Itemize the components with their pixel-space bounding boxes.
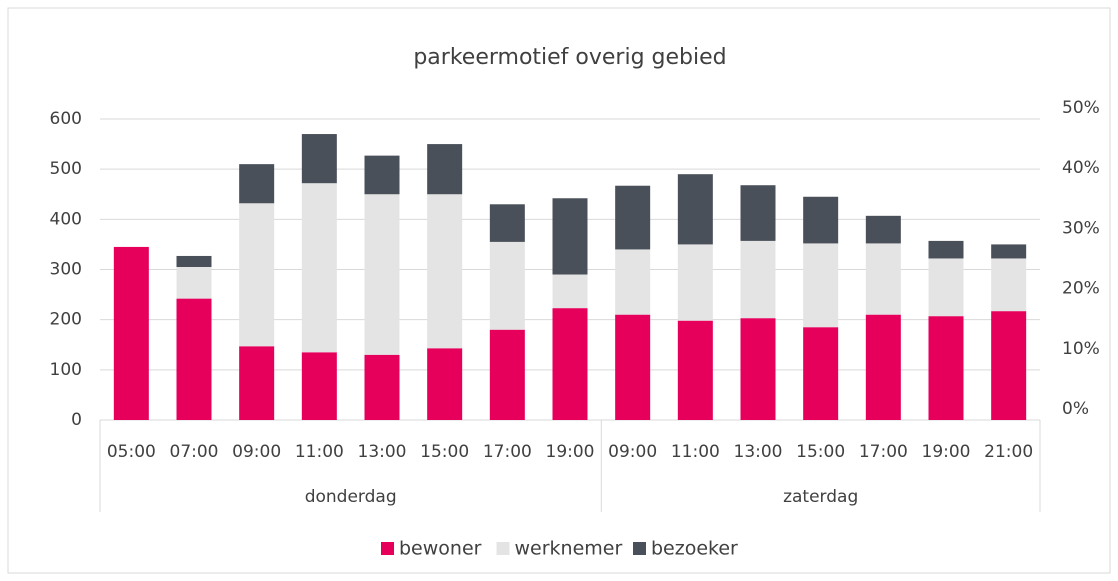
bar-segment: [301, 183, 337, 353]
bar-segment: [427, 194, 463, 349]
y2-tick-label: 10%: [1062, 339, 1100, 359]
y-tick-label: 500: [50, 159, 82, 179]
bar-segment: [301, 352, 337, 420]
bar-segment: [615, 314, 651, 420]
bar-segment: [991, 311, 1027, 420]
x-tick-label: 11:00: [671, 442, 720, 462]
group-label: zaterdag: [783, 487, 858, 507]
bar-segment: [364, 194, 400, 355]
bar-segment: [176, 255, 212, 267]
group-label: donderdag: [305, 487, 397, 507]
bar-segment: [552, 308, 588, 420]
y-tick-label: 600: [50, 109, 82, 129]
legend-swatch: [633, 542, 646, 555]
bar-segment: [928, 258, 964, 317]
y-tick-label: 400: [50, 209, 82, 229]
bar-segment: [803, 243, 839, 328]
y-tick-label: 100: [50, 360, 82, 380]
legend-label: werknemer: [515, 538, 623, 560]
bar-segment: [113, 246, 149, 420]
bar-segment: [991, 258, 1027, 312]
bar-segment: [928, 316, 964, 420]
bar-segment: [677, 244, 713, 321]
bar-segment: [301, 134, 337, 184]
legend-swatch: [496, 542, 510, 555]
y-tick-label: 0: [71, 410, 82, 430]
y2-tick-label: 40%: [1062, 158, 1100, 178]
bar-segment: [239, 346, 275, 420]
y-tick-label: 300: [50, 260, 82, 280]
bar-segment: [615, 185, 651, 250]
x-tick-label: 13:00: [358, 442, 407, 462]
x-tick-label: 05:00: [107, 442, 156, 462]
bar-segment: [489, 329, 525, 420]
x-tick-label: 17:00: [859, 442, 908, 462]
y2-tick-label: 0%: [1062, 399, 1089, 419]
bar-segment: [239, 164, 275, 204]
y2-tick-label: 30%: [1062, 218, 1100, 238]
bar-segment: [677, 174, 713, 245]
bar-segment: [176, 266, 212, 299]
legend-label: bezoeker: [651, 538, 738, 560]
x-tick-label: 21:00: [984, 442, 1033, 462]
bar-segment: [489, 204, 525, 242]
x-tick-label: 17:00: [483, 442, 532, 462]
bar-segment: [991, 244, 1027, 259]
x-tick-label: 09:00: [608, 442, 657, 462]
bar-segment: [427, 144, 463, 195]
bar-segment: [552, 198, 588, 275]
legend-swatch: [381, 542, 394, 555]
bar-segment: [552, 274, 588, 309]
x-tick-label: 19:00: [922, 442, 971, 462]
legend-label: bewoner: [399, 538, 482, 560]
bar-segment: [865, 314, 901, 420]
bar-segment: [239, 203, 275, 347]
bar-segment: [489, 241, 525, 330]
bar-segment: [865, 243, 901, 315]
bar-segment: [364, 155, 400, 195]
x-tick-label: 19:00: [546, 442, 595, 462]
bar-segment: [928, 240, 964, 259]
bar-segment: [740, 185, 776, 241]
bar-segment: [740, 240, 776, 319]
bar-segment: [677, 320, 713, 420]
x-tick-label: 15:00: [796, 442, 845, 462]
bar-segment: [427, 348, 463, 420]
x-tick-label: 15:00: [420, 442, 469, 462]
bar-segment: [865, 215, 901, 244]
y2-tick-label: 20%: [1062, 279, 1100, 299]
x-tick-label: 11:00: [295, 442, 344, 462]
x-tick-label: 13:00: [734, 442, 783, 462]
bar-segment: [364, 354, 400, 420]
chart-title: parkeermotief overig gebied: [413, 45, 726, 70]
bar-segment: [803, 196, 839, 244]
bar-segment: [176, 298, 212, 420]
x-tick-label: 07:00: [170, 442, 219, 462]
y-tick-label: 200: [50, 310, 82, 330]
x-tick-label: 09:00: [232, 442, 281, 462]
bar-segment: [803, 327, 839, 420]
bar-segment: [615, 249, 651, 315]
y2-tick-label: 50%: [1062, 98, 1100, 118]
bar-segment: [740, 318, 776, 420]
